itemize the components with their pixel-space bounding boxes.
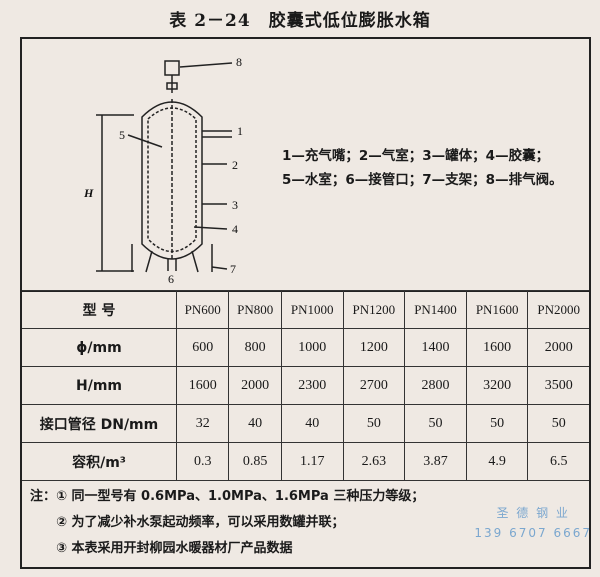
table-cell: 0.85 bbox=[228, 442, 282, 481]
label-3: 3 bbox=[232, 198, 238, 212]
label-2: 2 bbox=[232, 158, 238, 172]
label-8: 8 bbox=[236, 55, 242, 69]
table-row: 接口管径 DN/mm 32 40 40 50 50 50 50 bbox=[22, 404, 589, 443]
table-cell: PN1600 bbox=[466, 290, 529, 329]
label-6: 6 bbox=[168, 272, 174, 286]
table-row: 容积/m³ 0.3 0.85 1.17 2.63 3.87 4.9 6.5 bbox=[22, 442, 589, 481]
table-cell: 4.9 bbox=[466, 442, 529, 481]
tank-diagram: 1 2 3 4 5 6 7 8 H bbox=[83, 55, 243, 286]
table-cell: 1600 bbox=[466, 328, 529, 367]
label-h: H bbox=[83, 186, 94, 200]
table-cell: 32 bbox=[176, 404, 230, 443]
label-7: 7 bbox=[230, 262, 236, 276]
table-cell: 50 bbox=[527, 404, 589, 443]
row-header: 接口管径 DN/mm bbox=[22, 404, 177, 443]
label-5: 5 bbox=[119, 128, 125, 142]
table-cell: 1400 bbox=[404, 328, 467, 367]
table-cell: PN2000 bbox=[527, 290, 589, 329]
table-row: 型 号 PN600 PN800 PN1000 PN1200 PN1400 PN1600 PN2… bbox=[22, 290, 589, 329]
table-cell: 1000 bbox=[281, 328, 344, 367]
note-3: ③ 本表采用开封柳园水暖器材厂产品数据 bbox=[56, 541, 293, 556]
table-cell: PN1400 bbox=[404, 290, 467, 329]
table-cell: 50 bbox=[343, 404, 406, 443]
row-header: 型 号 bbox=[22, 290, 177, 329]
label-4: 4 bbox=[232, 222, 238, 236]
table-cell: 6.5 bbox=[527, 442, 589, 481]
watermark-name: 圣 德 钢 业 bbox=[496, 506, 570, 520]
table-cell: 40 bbox=[228, 404, 282, 443]
table-cell: 2000 bbox=[228, 366, 282, 405]
table-cell: 1.17 bbox=[281, 442, 344, 481]
table-cell: 1200 bbox=[343, 328, 406, 367]
table-cell: PN800 bbox=[228, 290, 282, 329]
table-cell: 50 bbox=[404, 404, 467, 443]
row-header: 容积/m³ bbox=[22, 442, 177, 481]
table-cell: 2.63 bbox=[343, 442, 406, 481]
table-cell: 2300 bbox=[281, 366, 344, 405]
watermark-phone: 139 6707 6667 bbox=[474, 526, 592, 540]
table-row: H/mm 1600 2000 2300 2700 2800 3200 3500 bbox=[22, 366, 589, 405]
table-cell: PN1200 bbox=[343, 290, 406, 329]
table-title: 表 2－24 胶囊式低位膨胀水箱 bbox=[169, 11, 431, 31]
note-1: 注：① 同一型号有 0.6MPa、1.0MPa、1.6MPa 三种压力等级； bbox=[30, 489, 425, 504]
table-cell: 3200 bbox=[466, 366, 529, 405]
watermark: 圣 德 钢 业 139 6707 6667 bbox=[474, 503, 592, 543]
table-cell: 50 bbox=[466, 404, 529, 443]
table-cell: 3500 bbox=[527, 366, 589, 405]
table-cell: 3.87 bbox=[404, 442, 467, 481]
table-cell: 0.3 bbox=[176, 442, 230, 481]
legend-line: 5—水室；6—接管口；7—支架；8—排气阀。 bbox=[282, 172, 563, 188]
table-cell: 2800 bbox=[404, 366, 467, 405]
spec-table: 型 号 PN600 PN800 PN1000 PN1200 PN1400 PN1600 PN2… bbox=[22, 290, 589, 481]
note-2: ② 为了减少补水泵起动频率，可以采用数罐并联； bbox=[56, 515, 345, 530]
table-cell: 40 bbox=[281, 404, 344, 443]
table-cell: PN1000 bbox=[281, 290, 344, 329]
figure-legend: 1—充气嘴；2—气室；3—罐体；4—胶囊； 5—水室；6—接管口；7—支架；8—… bbox=[282, 144, 563, 192]
table-cell: PN600 bbox=[176, 290, 230, 329]
table-cell: 2000 bbox=[527, 328, 589, 367]
row-header: ϕ/mm bbox=[22, 328, 177, 367]
table-frame: 1 2 3 4 5 6 7 8 H 1—充气嘴；2—气室；3—罐体；4—胶囊； … bbox=[20, 37, 591, 569]
table-cell: 600 bbox=[176, 328, 230, 367]
tank-figure: 1 2 3 4 5 6 7 8 H 1—充气嘴；2—气室；3—罐体；4—胶囊； … bbox=[22, 39, 589, 292]
table-cell: 800 bbox=[228, 328, 282, 367]
table-row: ϕ/mm 600 800 1000 1200 1400 1600 2000 bbox=[22, 328, 589, 367]
table-cell: 2700 bbox=[343, 366, 406, 405]
table-cell: 1600 bbox=[176, 366, 230, 405]
row-header: H/mm bbox=[22, 366, 177, 405]
notes: 注：① 同一型号有 0.6MPa、1.0MPa、1.6MPa 三种压力等级； ②… bbox=[30, 484, 424, 562]
label-1: 1 bbox=[237, 124, 243, 138]
legend-line: 1—充气嘴；2—气室；3—罐体；4—胶囊； bbox=[282, 148, 550, 164]
